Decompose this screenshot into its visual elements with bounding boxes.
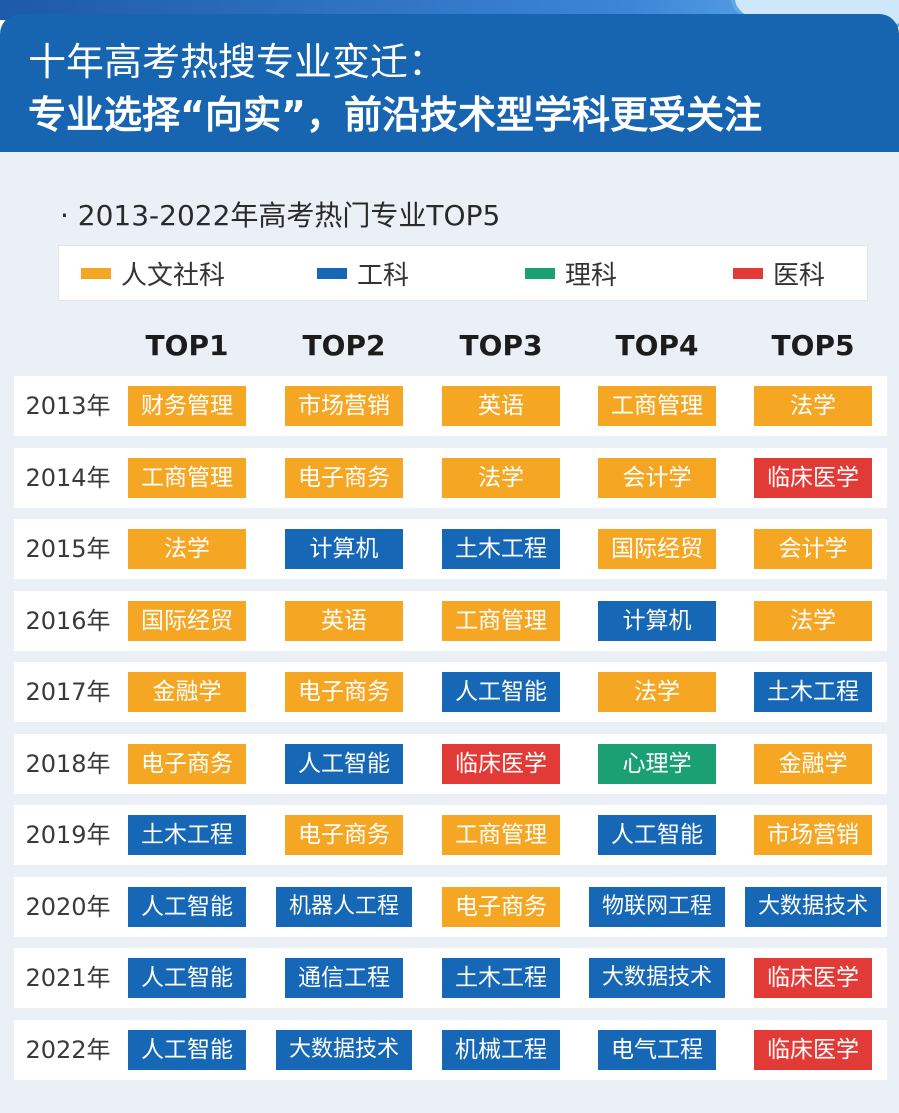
major-badge: 人工智能 xyxy=(128,1029,246,1070)
major-badge: 电气工程 xyxy=(598,1029,716,1070)
major-badge: 法学 xyxy=(754,386,872,426)
major-badge: 电子商务 xyxy=(285,457,403,498)
major-badge: 金融学 xyxy=(128,672,246,712)
major-badge: 临床医学 xyxy=(754,958,872,998)
major-badge: 电子商务 xyxy=(128,743,246,784)
legend-swatch-humanities xyxy=(81,267,111,279)
major-badge: 会计学 xyxy=(598,457,716,498)
major-badge: 电子商务 xyxy=(285,672,403,712)
column-header-top3: TOP3 xyxy=(459,329,543,362)
chart-legend: 人文社科 工科 理科 医科 xyxy=(58,245,868,301)
major-badge: 法学 xyxy=(754,600,872,641)
major-badge: 土木工程 xyxy=(442,529,560,569)
row-year-label: 2020年 xyxy=(25,892,111,921)
legend-swatch-science xyxy=(525,267,555,279)
major-badge: 计算机 xyxy=(285,529,403,569)
row-year-label: 2014年 xyxy=(25,463,111,492)
legend-swatch-medicine xyxy=(733,267,763,279)
major-badge: 机械工程 xyxy=(442,1029,560,1070)
major-badge: 英语 xyxy=(442,386,560,426)
major-badge: 人工智能 xyxy=(128,958,246,998)
major-badge: 土木工程 xyxy=(442,958,560,998)
major-badge: 大数据技术 xyxy=(589,958,725,998)
row-year-label: 2018年 xyxy=(25,749,111,778)
major-badge: 人工智能 xyxy=(598,815,716,855)
legend-swatch-engineering xyxy=(317,267,347,279)
legend-item-humanities: 人文社科 xyxy=(81,246,225,300)
major-badge: 临床医学 xyxy=(442,743,560,784)
legend-label-engineering: 工科 xyxy=(357,260,410,291)
legend-label-humanities: 人文社科 xyxy=(121,260,226,291)
major-badge: 工商管理 xyxy=(442,600,560,641)
major-badge: 人工智能 xyxy=(442,672,560,712)
legend-label-science: 理科 xyxy=(565,260,618,291)
major-badge: 物联网工程 xyxy=(589,886,725,927)
major-badge: 法学 xyxy=(442,457,560,498)
major-badge: 工商管理 xyxy=(442,815,560,855)
major-badge: 临床医学 xyxy=(754,457,872,498)
major-badge: 大数据技术 xyxy=(276,1029,412,1070)
column-header-top1: TOP1 xyxy=(145,329,229,362)
row-year-label: 2022年 xyxy=(25,1035,111,1064)
major-badge: 国际经贸 xyxy=(128,600,246,641)
major-badge: 财务管理 xyxy=(128,386,246,426)
major-badge: 人工智能 xyxy=(285,743,403,784)
major-badge: 心理学 xyxy=(598,743,716,784)
page-subtitle: 专业选择“向实”，前沿技术型学科更受关注 xyxy=(28,93,762,137)
column-header-top5: TOP5 xyxy=(771,329,855,362)
major-badge: 临床医学 xyxy=(754,1029,872,1070)
legend-item-engineering: 工科 xyxy=(317,246,409,300)
major-badge: 法学 xyxy=(598,672,716,712)
major-badge: 机器人工程 xyxy=(276,886,412,927)
row-year-label: 2013年 xyxy=(25,392,111,420)
chart-title: · 2013-2022年高考热门专业TOP5 xyxy=(60,199,501,232)
header-banner xyxy=(0,14,899,152)
row-year-label: 2017年 xyxy=(25,678,111,706)
column-header-top4: TOP4 xyxy=(615,329,699,362)
major-badge: 土木工程 xyxy=(754,672,872,712)
major-badge: 通信工程 xyxy=(285,958,403,998)
major-badge: 计算机 xyxy=(598,600,716,641)
major-badge: 英语 xyxy=(285,600,403,641)
legend-item-medicine: 医科 xyxy=(733,246,825,300)
row-year-label: 2015年 xyxy=(25,535,111,563)
major-badge: 土木工程 xyxy=(128,815,246,855)
major-badge: 国际经贸 xyxy=(598,529,716,569)
major-badge: 金融学 xyxy=(754,743,872,784)
row-year-label: 2019年 xyxy=(25,821,111,849)
major-badge: 工商管理 xyxy=(128,457,246,498)
legend-item-science: 理科 xyxy=(525,246,617,300)
major-badge: 电子商务 xyxy=(442,886,560,927)
major-badge: 市场营销 xyxy=(754,815,872,855)
major-badge: 法学 xyxy=(128,529,246,569)
major-badge: 大数据技术 xyxy=(745,886,881,927)
column-header-top2: TOP2 xyxy=(302,329,386,362)
page-title: 十年高考热搜专业变迁： xyxy=(28,40,447,84)
major-badge: 电子商务 xyxy=(285,815,403,855)
row-year-label: 2016年 xyxy=(25,606,111,635)
major-badge: 工商管理 xyxy=(598,386,716,426)
major-badge: 市场营销 xyxy=(285,386,403,426)
major-badge: 会计学 xyxy=(754,529,872,569)
row-year-label: 2021年 xyxy=(25,964,111,992)
legend-label-medicine: 医科 xyxy=(773,260,826,291)
major-badge: 人工智能 xyxy=(128,886,246,927)
